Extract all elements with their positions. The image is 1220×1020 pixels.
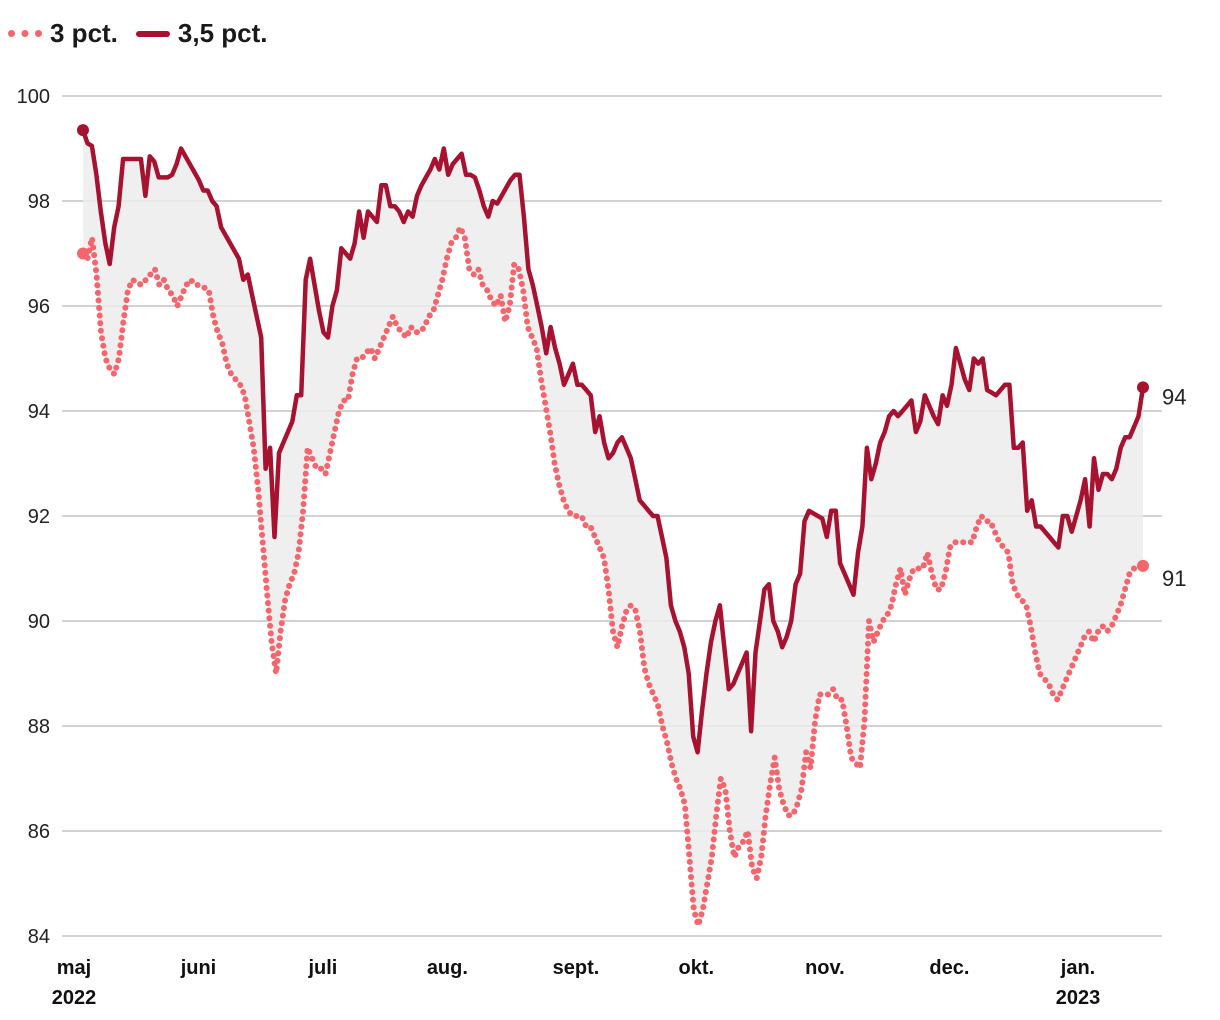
x-tick-label-dec: dec.	[929, 957, 969, 979]
band-fill	[83, 130, 1143, 926]
legend-label-3pct: 3 pct.	[50, 18, 118, 48]
x-axis-ticks: maj 2022 juni juli aug. sept. okt. nov. dec. jan.…	[52, 957, 1101, 1009]
start-marker-3-5pct	[77, 124, 89, 137]
end-label-3-5pct: 94	[1162, 384, 1186, 409]
start-marker-3pct	[77, 247, 89, 260]
y-tick-label-94: 94	[28, 401, 50, 423]
x-tick-year-2023: 2023	[1056, 987, 1101, 1009]
x-tick-label-jan: jan.	[1060, 957, 1095, 979]
end-markers: 94 91	[77, 124, 1186, 591]
end-label-3pct: 91	[1162, 566, 1186, 591]
legend-item-3pct: 3 pct.	[8, 18, 118, 49]
y-tick-label-96: 96	[28, 296, 50, 318]
legend-item-3-5pct: 3,5 pct.	[135, 18, 268, 49]
legend-swatch-3pct	[8, 30, 42, 37]
chart-legend: 3 pct. 3,5 pct.	[8, 18, 268, 49]
end-marker-3-5pct	[1137, 381, 1149, 394]
y-tick-label-84: 84	[28, 926, 50, 948]
series-line-3pct	[80, 224, 1146, 929]
y-tick-label-92: 92	[28, 506, 50, 528]
shaded-band	[83, 130, 1143, 926]
x-tick-year-2022: 2022	[52, 987, 97, 1009]
series-lines	[80, 127, 1146, 929]
y-tick-label-100: 100	[17, 86, 50, 108]
legend-label-3-5pct: 3,5 pct.	[177, 18, 268, 48]
y-tick-label-90: 90	[28, 611, 50, 633]
series-line-3-5pct	[80, 127, 1146, 755]
x-tick-label-okt: okt.	[679, 957, 715, 979]
y-tick-label-88: 88	[28, 716, 50, 738]
x-tick-label-juli: juli	[307, 957, 337, 979]
x-tick-label-aug: aug.	[427, 957, 468, 979]
x-tick-label-nov: nov.	[805, 957, 845, 979]
end-marker-3pct	[1137, 559, 1149, 572]
x-tick-label-maj: maj	[57, 957, 91, 979]
x-tick-label-juni: juni	[180, 957, 217, 979]
y-tick-label-98: 98	[28, 191, 50, 213]
y-axis-ticks: 84 86 88 90 92 94 96 98 100	[17, 86, 50, 948]
y-tick-label-86: 86	[28, 821, 50, 843]
x-tick-label-sept: sept.	[553, 957, 600, 979]
legend-swatch-3-5pct	[135, 30, 170, 37]
